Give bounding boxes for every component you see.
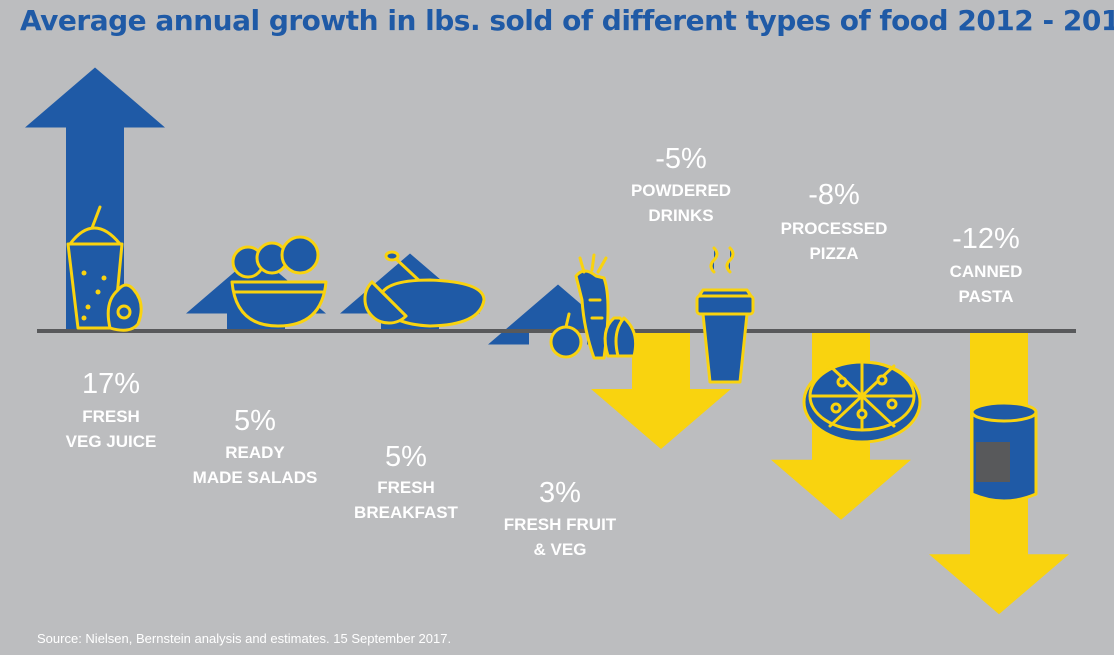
- value-label-processed-pizza: -8%: [808, 179, 860, 211]
- value-label-canned-pasta: -12%: [952, 223, 1020, 255]
- breakfast-plate-icon: [363, 250, 486, 328]
- pizza-icon: [802, 360, 922, 444]
- category-label-ready-made-salads-line-2: MADE SALADS: [193, 468, 318, 487]
- category-label-fresh-veg-juice-line-2: VEG JUICE: [66, 432, 157, 451]
- category-label-canned-pasta-line-2: PASTA: [958, 287, 1013, 306]
- juice-avocado-icon: [66, 205, 143, 332]
- fruit-veg-icon: [549, 253, 638, 360]
- category-label-powdered-drinks-line-2: DRINKS: [648, 206, 713, 225]
- value-label-fresh-veg-juice: 17%: [82, 368, 140, 400]
- category-label-fresh-breakfast-line-2: BREAKFAST: [354, 503, 459, 522]
- can-icon: [970, 401, 1038, 503]
- value-label-fresh-fruit-veg: 3%: [539, 477, 581, 509]
- category-label-canned-pasta-line-1: CANNED: [950, 262, 1023, 281]
- arrow-powdered-drinks: [591, 331, 731, 449]
- chart-title: Average annual growth in lbs. sold of di…: [20, 4, 1114, 37]
- coffee-cup-icon: [695, 246, 755, 384]
- category-label-processed-pizza-line-1: PROCESSED: [781, 219, 888, 238]
- value-label-fresh-breakfast: 5%: [385, 441, 427, 473]
- value-label-ready-made-salads: 5%: [234, 405, 276, 437]
- category-label-processed-pizza-line-2: PIZZA: [809, 244, 858, 263]
- category-label-ready-made-salads-line-1: READY: [225, 443, 285, 462]
- category-label-fresh-fruit-veg-line-1: FRESH FRUIT: [504, 515, 617, 534]
- category-label-fresh-veg-juice-line-1: FRESH: [82, 407, 140, 426]
- category-label-fresh-fruit-veg-line-2: & VEG: [534, 540, 587, 559]
- arrow-fresh-veg-juice: [25, 67, 165, 331]
- category-label-powdered-drinks-line-1: POWDERED: [631, 181, 731, 200]
- value-label-powdered-drinks: -5%: [655, 143, 707, 175]
- category-label-fresh-breakfast-line-1: FRESH: [377, 478, 435, 497]
- source-note: Source: Nielsen, Bernstein analysis and …: [37, 631, 452, 646]
- salad-bowl-icon: [230, 235, 328, 328]
